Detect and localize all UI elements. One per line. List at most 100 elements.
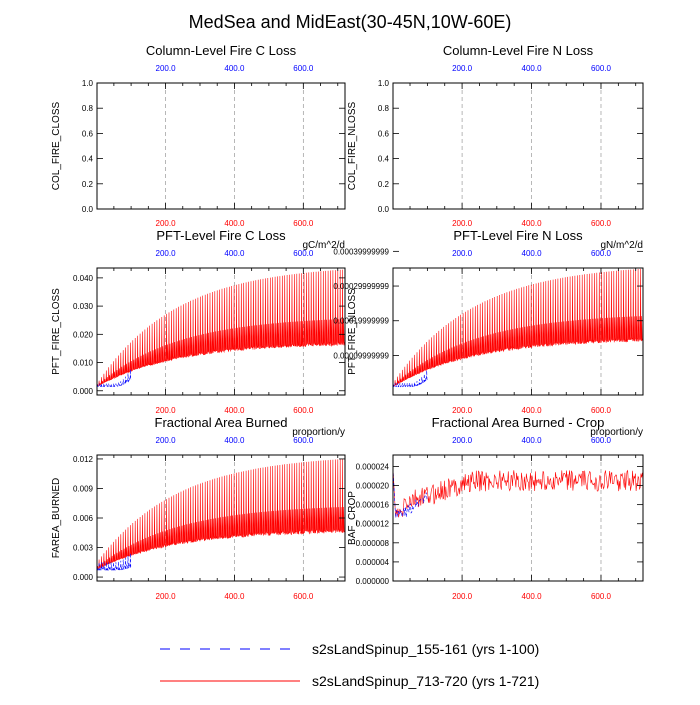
- bottom-tick-label: 200.0: [452, 406, 473, 415]
- series-line-red: [97, 458, 345, 570]
- y-tick-label: 0.000024: [356, 462, 390, 471]
- y-tick-label: 0.4: [82, 155, 94, 164]
- bottom-tick-label: 600.0: [591, 406, 612, 415]
- top-tick-label: 400.0: [522, 64, 543, 73]
- top-tick-label: 400.0: [224, 249, 245, 258]
- y-tick-label: 0.009: [73, 484, 94, 493]
- y-tick-label: 0.000012: [356, 520, 390, 529]
- series-group: [393, 468, 643, 518]
- y-tick-label: 0.040: [73, 274, 94, 283]
- panel-title: Fractional Area Burned: [155, 415, 288, 430]
- series-line-blue: [97, 553, 132, 571]
- y-tick-label: 0.8: [378, 104, 390, 113]
- series-line-blue: [393, 468, 428, 518]
- y-tick-label: 0.2: [378, 180, 390, 189]
- y-tick-label: 0.6: [82, 129, 94, 138]
- y-tick-label: 0.6: [378, 129, 390, 138]
- y-tick-label: 0.000004: [356, 558, 390, 567]
- top-tick-label: 200.0: [452, 64, 473, 73]
- panel-6: Fractional Area Burned - Cropproportion/…: [347, 415, 644, 601]
- top-tick-label: 200.0: [156, 436, 177, 445]
- y-axis-label: COL_FIRE_CLOSS: [51, 101, 62, 190]
- bottom-tick-label: 600.0: [591, 219, 612, 228]
- top-tick-label: 600.0: [591, 249, 612, 258]
- top-tick-label: 600.0: [293, 249, 314, 258]
- bottom-tick-label: 400.0: [224, 219, 245, 228]
- y-tick-label: 0.0: [378, 205, 390, 214]
- panel-title: Column-Level Fire N Loss: [443, 43, 594, 58]
- top-tick-label: 200.0: [156, 249, 177, 258]
- y-tick-label: 0.00029999999: [333, 282, 389, 291]
- top-tick-label: 600.0: [591, 64, 612, 73]
- bottom-tick-label: 600.0: [293, 406, 314, 415]
- y-tick-label: 0.4: [378, 155, 390, 164]
- legend-label-red: s2sLandSpinup_713-720 (yrs 1-721): [312, 673, 539, 689]
- y-tick-label: 0.00009999999: [333, 351, 389, 360]
- top-tick-label: 400.0: [224, 64, 245, 73]
- series-line-red: [97, 269, 345, 387]
- bottom-tick-label: 400.0: [224, 592, 245, 601]
- units-label: gN/m^2/d: [601, 240, 644, 251]
- series-group: [97, 458, 345, 571]
- y-axis-label: PFT_FIRE_CLOSS: [51, 288, 62, 375]
- series-group: [97, 269, 345, 387]
- y-tick-label: 0.000000: [356, 577, 390, 586]
- top-tick-label: 200.0: [452, 436, 473, 445]
- bottom-tick-label: 600.0: [293, 592, 314, 601]
- y-tick-label: 0.000: [73, 573, 94, 582]
- top-tick-label: 200.0: [452, 249, 473, 258]
- bottom-tick-label: 200.0: [452, 219, 473, 228]
- panel-title: Column-Level Fire C Loss: [146, 43, 297, 58]
- bottom-tick-label: 200.0: [452, 592, 473, 601]
- bottom-tick-label: 400.0: [224, 406, 245, 415]
- series-line-blue: [393, 370, 428, 388]
- bottom-tick-label: 200.0: [156, 219, 177, 228]
- y-tick-label: 1.0: [378, 79, 390, 88]
- y-tick-label: 0.006: [73, 514, 94, 523]
- top-tick-label: 600.0: [293, 64, 314, 73]
- series-group: [393, 268, 643, 388]
- y-tick-label: 0.0: [82, 205, 94, 214]
- y-axis-label: COL_FIRE_NLOSS: [347, 101, 358, 190]
- bottom-tick-label: 200.0: [156, 592, 177, 601]
- top-tick-label: 400.0: [224, 436, 245, 445]
- y-tick-label: 0.00019999999: [333, 317, 389, 326]
- y-tick-label: 0.030: [73, 302, 94, 311]
- plot-frame: [392, 82, 644, 210]
- y-tick-label: 1.0: [82, 79, 94, 88]
- y-tick-label: 0.012: [73, 455, 94, 464]
- units-label: gC/m^2/d: [303, 240, 346, 251]
- y-tick-label: 0.2: [82, 180, 94, 189]
- panel-1: Column-Level Fire C Loss COL_FIRE_CLOSS 20…: [51, 43, 346, 228]
- bottom-tick-label: 400.0: [522, 592, 543, 601]
- y-tick-label: 0.000: [73, 387, 94, 396]
- y-tick-label: 0.000020: [356, 482, 390, 491]
- y-tick-label: 0.010: [73, 359, 94, 368]
- y-tick-label: 0.8: [82, 104, 94, 113]
- y-axis-label: FAREA_BURNED: [51, 478, 62, 559]
- panel-4: PFT-Level Fire N Loss gN/m^2/d PFT_FIRE_NL…: [333, 228, 644, 415]
- panel-title: PFT-Level Fire N Loss: [453, 228, 583, 243]
- y-tick-label: 0.000008: [356, 539, 390, 548]
- top-tick-label: 400.0: [522, 249, 543, 258]
- top-tick-label: 600.0: [293, 436, 314, 445]
- y-tick-label: 0.000016: [356, 501, 390, 510]
- bottom-tick-label: 200.0: [156, 406, 177, 415]
- y-tick-label: 0.020: [73, 330, 94, 339]
- bottom-tick-label: 600.0: [591, 592, 612, 601]
- plot-frame: [392, 267, 644, 396]
- top-tick-label: 600.0: [591, 436, 612, 445]
- panel-2: Column-Level Fire N Loss COL_FIRE_NLOSS 20…: [347, 43, 644, 228]
- panels: Column-Level Fire C Loss COL_FIRE_CLOSS 20…: [51, 43, 644, 601]
- legend-label-blue: s2sLandSpinup_155-161 (yrs 1-100): [312, 641, 539, 657]
- units-label: proportion/y: [590, 427, 643, 438]
- units-label: proportion/y: [292, 427, 345, 438]
- series-line-red: [393, 268, 643, 387]
- plot-frame: [96, 267, 346, 396]
- series-line-red: [393, 468, 643, 518]
- panel-5: Fractional Area Burned proportion/y FAREA_…: [51, 415, 346, 601]
- bottom-tick-label: 400.0: [522, 406, 543, 415]
- series-line-blue: [97, 369, 132, 387]
